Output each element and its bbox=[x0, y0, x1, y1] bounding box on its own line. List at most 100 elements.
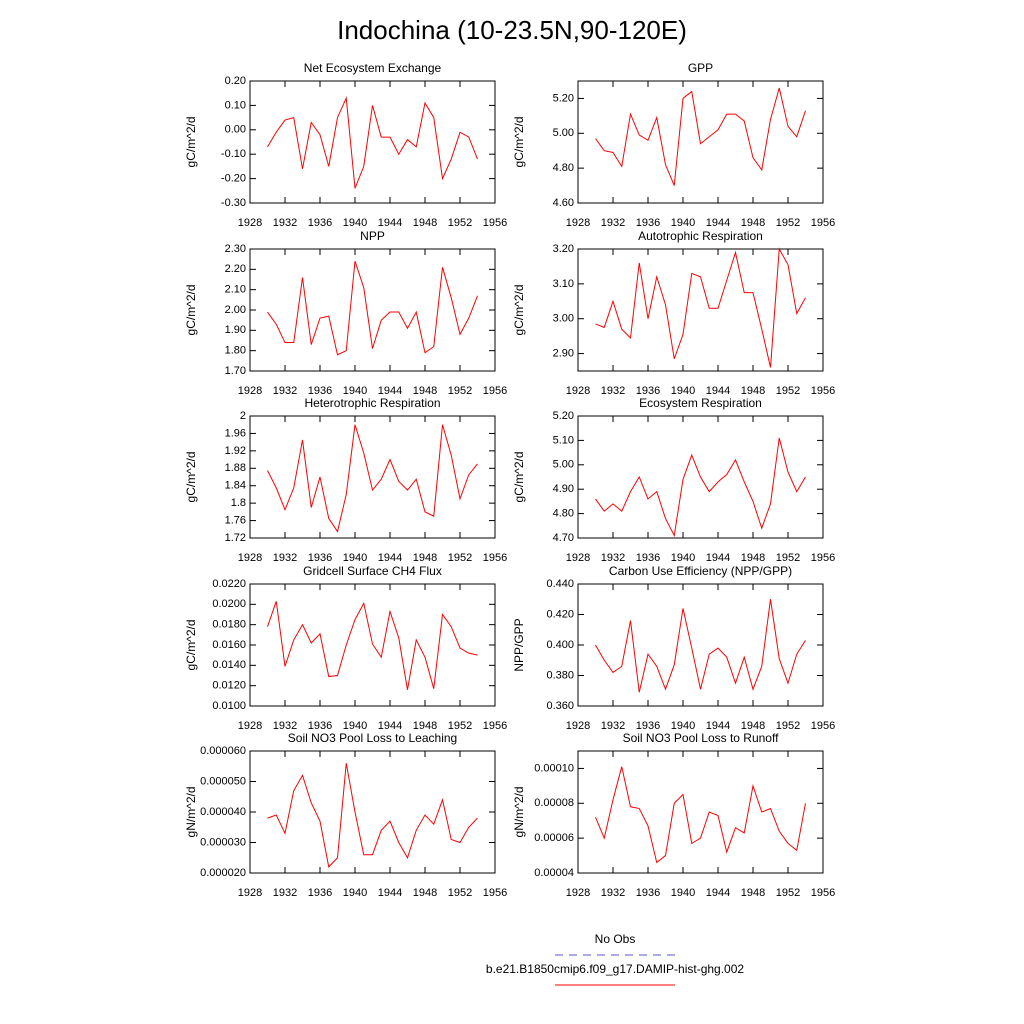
x-tick-label: 1940 bbox=[671, 720, 695, 732]
x-tick-label: 1944 bbox=[378, 887, 402, 899]
x-tick-label: 1936 bbox=[636, 887, 660, 899]
plot-frame bbox=[249, 80, 496, 204]
x-tick-label: 1956 bbox=[483, 217, 507, 229]
x-tick-label: 1936 bbox=[636, 217, 660, 229]
x-tick-label: 1944 bbox=[706, 552, 730, 564]
x-tick-label: 1936 bbox=[308, 887, 332, 899]
y-tick-label: -0.10 bbox=[221, 148, 246, 160]
x-tick-label: 1952 bbox=[776, 887, 800, 899]
y-tick-label: 2.00 bbox=[225, 304, 246, 316]
x-tick-label: 1948 bbox=[741, 887, 765, 899]
y-axis-label: gC/m^2/d bbox=[512, 285, 526, 336]
x-tick-label: 1940 bbox=[343, 887, 367, 899]
data-line bbox=[595, 247, 806, 368]
x-tick-label: 1952 bbox=[448, 385, 472, 397]
x-tick-label: 1956 bbox=[811, 887, 835, 899]
x-tick-label: 1932 bbox=[273, 552, 297, 564]
x-tick-label: 1944 bbox=[706, 720, 730, 732]
y-tick-label: 0.440 bbox=[546, 578, 574, 590]
y-tick-label: 0.000060 bbox=[200, 745, 246, 757]
x-tick-label: 1944 bbox=[378, 385, 402, 397]
y-tick-label: 3.00 bbox=[553, 313, 574, 325]
x-tick-label: 1928 bbox=[238, 385, 262, 397]
x-tick-label: 1952 bbox=[776, 217, 800, 229]
y-tick-label: 1.8 bbox=[231, 497, 246, 509]
y-tick-label: 1.70 bbox=[225, 365, 246, 377]
x-tick-label: 1932 bbox=[273, 720, 297, 732]
y-tick-label: 0.20 bbox=[225, 75, 246, 87]
y-tick-label: 0.000020 bbox=[200, 867, 246, 879]
x-tick-label: 1940 bbox=[671, 887, 695, 899]
y-axis-label: gN/m^2/d bbox=[512, 787, 526, 838]
x-tick-label: 1928 bbox=[238, 552, 262, 564]
y-tick-label: 0.000030 bbox=[200, 836, 246, 848]
y-tick-label: 1.96 bbox=[225, 427, 246, 439]
figure-title: Indochina (10-23.5N,90-120E) bbox=[337, 15, 687, 45]
x-tick-label: 1932 bbox=[601, 385, 625, 397]
y-axis-label: gC/m^2/d bbox=[512, 452, 526, 503]
plot-frame bbox=[249, 248, 496, 372]
y-axis-label: gN/m^2/d bbox=[184, 787, 198, 838]
y-tick-label: 2 bbox=[240, 410, 246, 422]
y-tick-label: 0.000040 bbox=[200, 806, 246, 818]
x-tick-label: 1956 bbox=[811, 720, 835, 732]
y-tick-label: 0.0200 bbox=[212, 598, 246, 610]
y-tick-label: 4.70 bbox=[553, 532, 574, 544]
y-tick-label: 1.88 bbox=[225, 462, 246, 474]
x-tick-label: 1940 bbox=[343, 552, 367, 564]
panel-title: Ecosystem Respiration bbox=[639, 396, 762, 410]
x-tick-label: 1948 bbox=[741, 720, 765, 732]
y-tick-label: 2.10 bbox=[225, 284, 246, 296]
x-tick-label: 1936 bbox=[308, 385, 332, 397]
x-tick-label: 1948 bbox=[413, 385, 437, 397]
x-tick-label: 1940 bbox=[671, 217, 695, 229]
panel-title: Heterotrophic Respiration bbox=[304, 396, 440, 410]
y-tick-label: -0.30 bbox=[221, 197, 246, 209]
x-tick-label: 1944 bbox=[706, 217, 730, 229]
y-axis-label: gC/m^2/d bbox=[184, 452, 198, 503]
x-tick-label: 1952 bbox=[776, 385, 800, 397]
y-tick-label: 4.80 bbox=[553, 508, 574, 520]
panel-title: Soil NO3 Pool Loss to Leaching bbox=[288, 731, 457, 745]
panel-title: Autotrophic Respiration bbox=[638, 229, 763, 243]
y-tick-label: 1.84 bbox=[225, 480, 246, 492]
x-tick-label: 1944 bbox=[378, 552, 402, 564]
x-tick-label: 1932 bbox=[601, 217, 625, 229]
x-tick-label: 1936 bbox=[636, 720, 660, 732]
x-tick-label: 1940 bbox=[343, 217, 367, 229]
data-line bbox=[267, 601, 478, 690]
y-tick-label: 0.00010 bbox=[534, 762, 574, 774]
panel-title: GPP bbox=[688, 61, 713, 75]
y-tick-label: 0.000050 bbox=[200, 775, 246, 787]
x-tick-label: 1932 bbox=[601, 887, 625, 899]
x-tick-label: 1928 bbox=[566, 217, 590, 229]
data-line bbox=[595, 437, 806, 538]
x-tick-label: 1956 bbox=[811, 385, 835, 397]
legend-label: b.e21.B1850cmip6.f09_g17.DAMIP-hist-ghg.… bbox=[486, 962, 744, 976]
panel-title: Soil NO3 Pool Loss to Runoff bbox=[623, 731, 780, 745]
panel-title: Net Ecosystem Exchange bbox=[304, 61, 442, 75]
x-tick-label: 1928 bbox=[566, 887, 590, 899]
x-tick-label: 1944 bbox=[378, 217, 402, 229]
x-tick-label: 1936 bbox=[308, 720, 332, 732]
y-tick-label: 4.60 bbox=[553, 197, 574, 209]
x-tick-label: 1928 bbox=[566, 385, 590, 397]
y-tick-label: 0.420 bbox=[546, 608, 574, 620]
x-tick-label: 1956 bbox=[483, 720, 507, 732]
x-tick-label: 1948 bbox=[413, 552, 437, 564]
x-tick-label: 1940 bbox=[671, 385, 695, 397]
data-line bbox=[595, 87, 806, 186]
y-tick-label: 0.00004 bbox=[534, 867, 574, 879]
y-tick-label: 0.10 bbox=[225, 99, 246, 111]
data-line bbox=[267, 261, 478, 356]
plot-frame bbox=[577, 248, 824, 372]
x-tick-label: 1932 bbox=[601, 552, 625, 564]
y-tick-label: 5.00 bbox=[553, 127, 574, 139]
y-tick-label: 5.20 bbox=[553, 410, 574, 422]
legend-label: No Obs bbox=[595, 932, 636, 946]
x-tick-label: 1952 bbox=[776, 552, 800, 564]
x-tick-label: 1944 bbox=[706, 887, 730, 899]
x-tick-label: 1932 bbox=[601, 720, 625, 732]
x-tick-label: 1928 bbox=[566, 720, 590, 732]
x-tick-label: 1956 bbox=[483, 552, 507, 564]
